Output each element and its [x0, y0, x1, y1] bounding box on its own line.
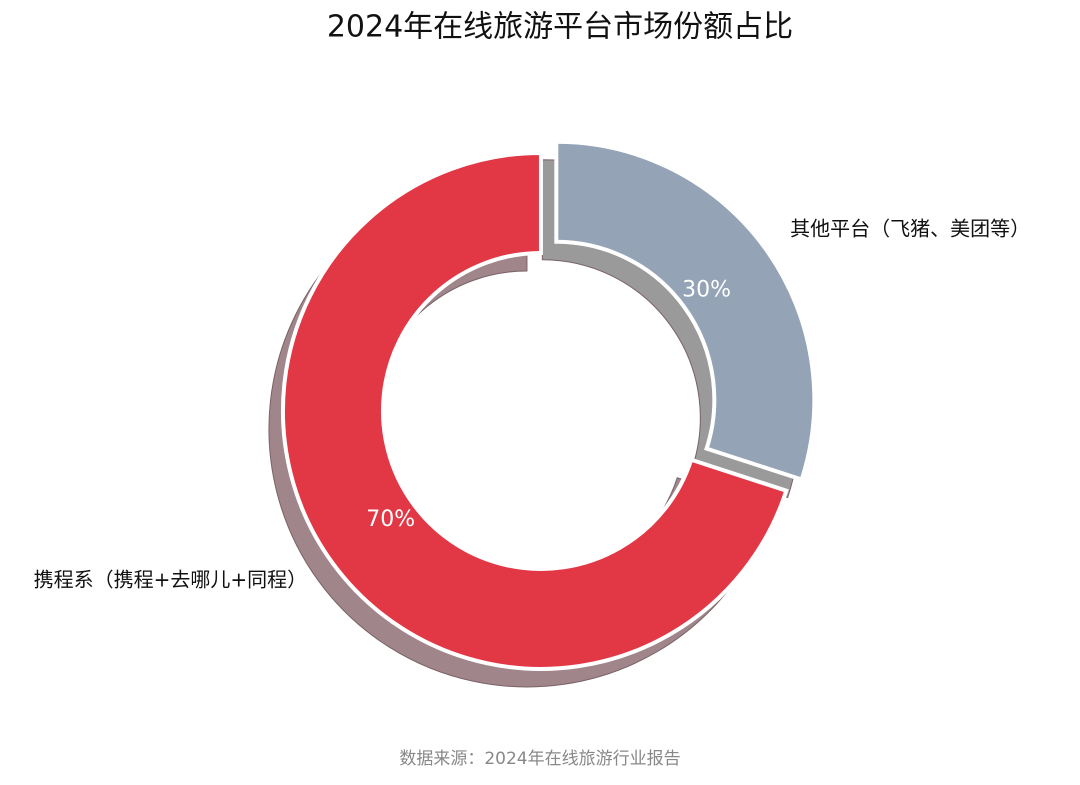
slice: [280, 150, 789, 671]
source-note: 数据来源：2024年在线旅游行业报告: [399, 749, 680, 769]
slices: 70% 携程系（携程+去哪儿+同程） 30% 其他平台（飞猪、美团等）: [34, 139, 1030, 671]
value-label: 70%: [366, 507, 415, 532]
value-label: 30%: [682, 278, 731, 303]
category-label: 携程系（携程+去哪儿+同程）: [34, 567, 308, 591]
category-label: 其他平台（飞猪、美团等）: [790, 216, 1030, 240]
chart-title: 2024年在线旅游平台市场份额占比: [327, 10, 793, 45]
slice: [554, 139, 817, 483]
